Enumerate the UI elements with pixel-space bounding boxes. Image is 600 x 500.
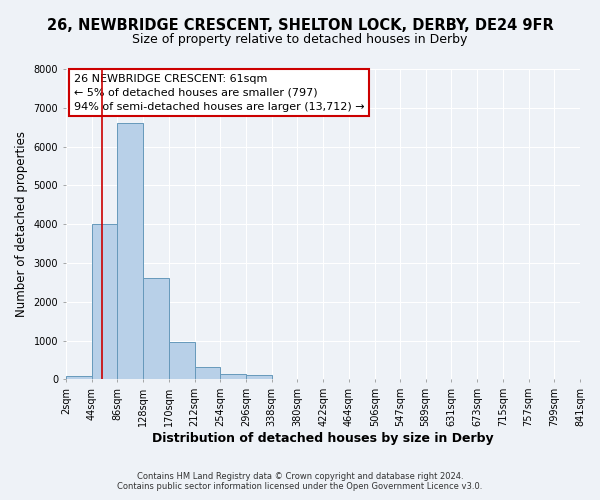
X-axis label: Distribution of detached houses by size in Derby: Distribution of detached houses by size … bbox=[152, 432, 494, 445]
Y-axis label: Number of detached properties: Number of detached properties bbox=[15, 131, 28, 317]
Bar bbox=[169, 342, 194, 380]
Text: 26, NEWBRIDGE CRESCENT, SHELTON LOCK, DERBY, DE24 9FR: 26, NEWBRIDGE CRESCENT, SHELTON LOCK, DE… bbox=[47, 18, 553, 32]
Bar bbox=[143, 278, 169, 380]
Bar bbox=[246, 376, 272, 380]
Text: 26 NEWBRIDGE CRESCENT: 61sqm
← 5% of detached houses are smaller (797)
94% of se: 26 NEWBRIDGE CRESCENT: 61sqm ← 5% of det… bbox=[74, 74, 364, 112]
Bar bbox=[117, 124, 143, 380]
Bar bbox=[194, 366, 220, 380]
Text: Contains HM Land Registry data © Crown copyright and database right 2024.: Contains HM Land Registry data © Crown c… bbox=[137, 472, 463, 481]
Bar bbox=[220, 374, 246, 380]
Text: Size of property relative to detached houses in Derby: Size of property relative to detached ho… bbox=[133, 32, 467, 46]
Bar bbox=[92, 224, 117, 380]
Text: Contains public sector information licensed under the Open Government Licence v3: Contains public sector information licen… bbox=[118, 482, 482, 491]
Bar bbox=[66, 376, 92, 380]
